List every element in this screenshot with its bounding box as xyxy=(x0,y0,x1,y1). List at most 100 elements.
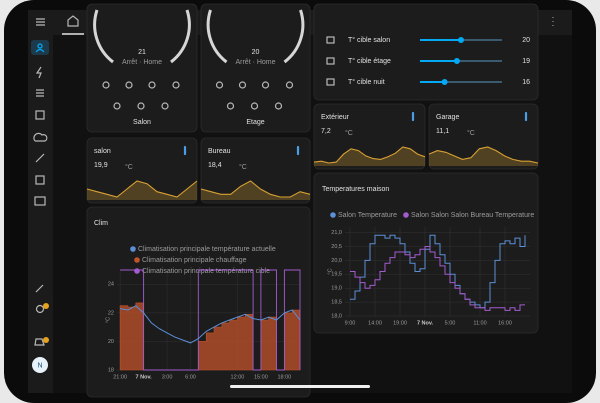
action-button[interactable] xyxy=(226,102,235,110)
legend-label[interactable]: Climatisation principale température act… xyxy=(138,246,276,253)
legend-label[interactable]: Salon Salon Salon Bureau Temperature xyxy=(411,212,534,219)
action-button[interactable] xyxy=(113,102,121,110)
card xyxy=(428,103,539,170)
slider-knob[interactable] xyxy=(453,58,460,64)
y-tick-label: 22 xyxy=(108,310,114,316)
series-line xyxy=(350,246,525,311)
mode-button[interactable] xyxy=(102,81,110,89)
target-temp: 21 xyxy=(138,49,146,56)
sparkline-fill xyxy=(201,181,310,200)
media-browser[interactable] xyxy=(35,175,45,185)
legend-swatch[interactable] xyxy=(134,257,140,263)
mode-button[interactable] xyxy=(215,81,224,89)
legend-swatch[interactable] xyxy=(134,268,140,274)
action-button[interactable] xyxy=(274,102,283,110)
home-tab[interactable] xyxy=(67,15,79,27)
legend-swatch[interactable] xyxy=(330,212,336,218)
x-tick-label: 11:00 xyxy=(473,320,486,326)
action-button[interactable] xyxy=(250,102,259,110)
card xyxy=(86,137,198,204)
target-temp: 20 xyxy=(252,49,260,56)
tools[interactable] xyxy=(35,284,44,293)
card xyxy=(313,103,426,170)
terminal[interactable] xyxy=(34,196,46,206)
x-tick-label: 16:00 xyxy=(498,320,512,326)
mode-button[interactable] xyxy=(285,81,294,89)
legend-swatch[interactable] xyxy=(403,212,409,218)
mode-button[interactable] xyxy=(261,81,270,89)
dial-arc xyxy=(206,9,305,64)
target-label: T° cible étage xyxy=(348,57,391,65)
card xyxy=(313,172,539,334)
y-tick-label: 20,5 xyxy=(331,244,342,250)
x-tick-label: 5:00 xyxy=(445,320,456,326)
sensor-unit: °C xyxy=(467,129,475,137)
slider-knob[interactable] xyxy=(441,79,448,85)
target-value: 20 xyxy=(522,37,530,44)
energy[interactable] xyxy=(35,66,42,79)
history[interactable] xyxy=(35,110,45,120)
thermostat-cards xyxy=(86,3,311,133)
y-tick-label: 18,5 xyxy=(331,300,342,306)
sidebar-toggle[interactable] xyxy=(36,18,45,26)
y-tick-label: 19,0 xyxy=(331,286,342,292)
hvac-state: Arrêt · Home xyxy=(235,59,275,66)
x-tick-label: 18:00 xyxy=(277,374,291,380)
x-tick-label: 15:00 xyxy=(254,374,268,380)
sparkline xyxy=(200,180,311,198)
sensor-unit: °C xyxy=(345,129,353,137)
card xyxy=(313,3,539,101)
action-button[interactable] xyxy=(137,102,145,110)
y-tick-label: 24 xyxy=(108,282,114,288)
x-tick-label: 19:00 xyxy=(393,320,407,326)
action-button[interactable] xyxy=(161,102,169,110)
card xyxy=(200,3,311,133)
settings[interactable] xyxy=(35,304,45,314)
slider-knob[interactable] xyxy=(458,37,464,43)
legend-label[interactable]: Salon Temperature xyxy=(338,212,397,219)
legend-swatch[interactable] xyxy=(130,246,136,252)
sensor-name: Bureau xyxy=(208,148,231,155)
sparkline xyxy=(313,146,426,164)
notifications[interactable] xyxy=(34,338,45,346)
target-value: 16 xyxy=(522,79,530,86)
home-indicator xyxy=(230,385,370,388)
sidebar xyxy=(28,35,53,393)
sidebar-icons xyxy=(31,18,49,346)
y-tick-label: 19,5 xyxy=(331,272,342,278)
thermostat-name: Salon xyxy=(133,119,151,126)
x-tick-label: 7 Nov. xyxy=(136,374,153,380)
media[interactable] xyxy=(33,132,48,142)
card xyxy=(200,137,311,204)
sparkline xyxy=(86,180,198,198)
row-icon xyxy=(326,78,335,86)
legend-label[interactable]: Climatisation principale température cib… xyxy=(142,268,270,275)
mode-button[interactable] xyxy=(148,81,156,89)
row-icon xyxy=(326,57,335,65)
y-tick-label: 21,0 xyxy=(331,230,342,236)
logbook[interactable] xyxy=(36,89,44,97)
sensor-value: 7,2 xyxy=(321,128,331,135)
sensor-unit: °C xyxy=(239,163,247,171)
x-tick-label: 3:00 xyxy=(162,374,173,380)
developer[interactable] xyxy=(35,153,45,163)
sensor-value: 18,4 xyxy=(208,162,222,169)
target-label: T° cible nuit xyxy=(348,78,385,86)
badge xyxy=(43,337,49,343)
avatar[interactable] xyxy=(32,357,48,373)
mode-button[interactable] xyxy=(125,81,133,89)
x-tick-label: 21:00 xyxy=(113,374,127,380)
avatar-initial: N xyxy=(37,362,42,369)
x-tick-label: 9:00 xyxy=(345,320,356,326)
mode-button[interactable] xyxy=(238,81,247,89)
sensor-value: 11,1 xyxy=(436,128,449,135)
y-axis-label: °C xyxy=(105,317,111,323)
badge xyxy=(43,303,49,309)
y-tick-label: 18 xyxy=(108,367,114,373)
sensor-name: salon xyxy=(94,148,111,155)
mode-button[interactable] xyxy=(172,81,180,89)
legend-label[interactable]: Climatisation principale chauffage xyxy=(142,257,247,264)
x-tick-label: 6:00 xyxy=(185,374,196,380)
